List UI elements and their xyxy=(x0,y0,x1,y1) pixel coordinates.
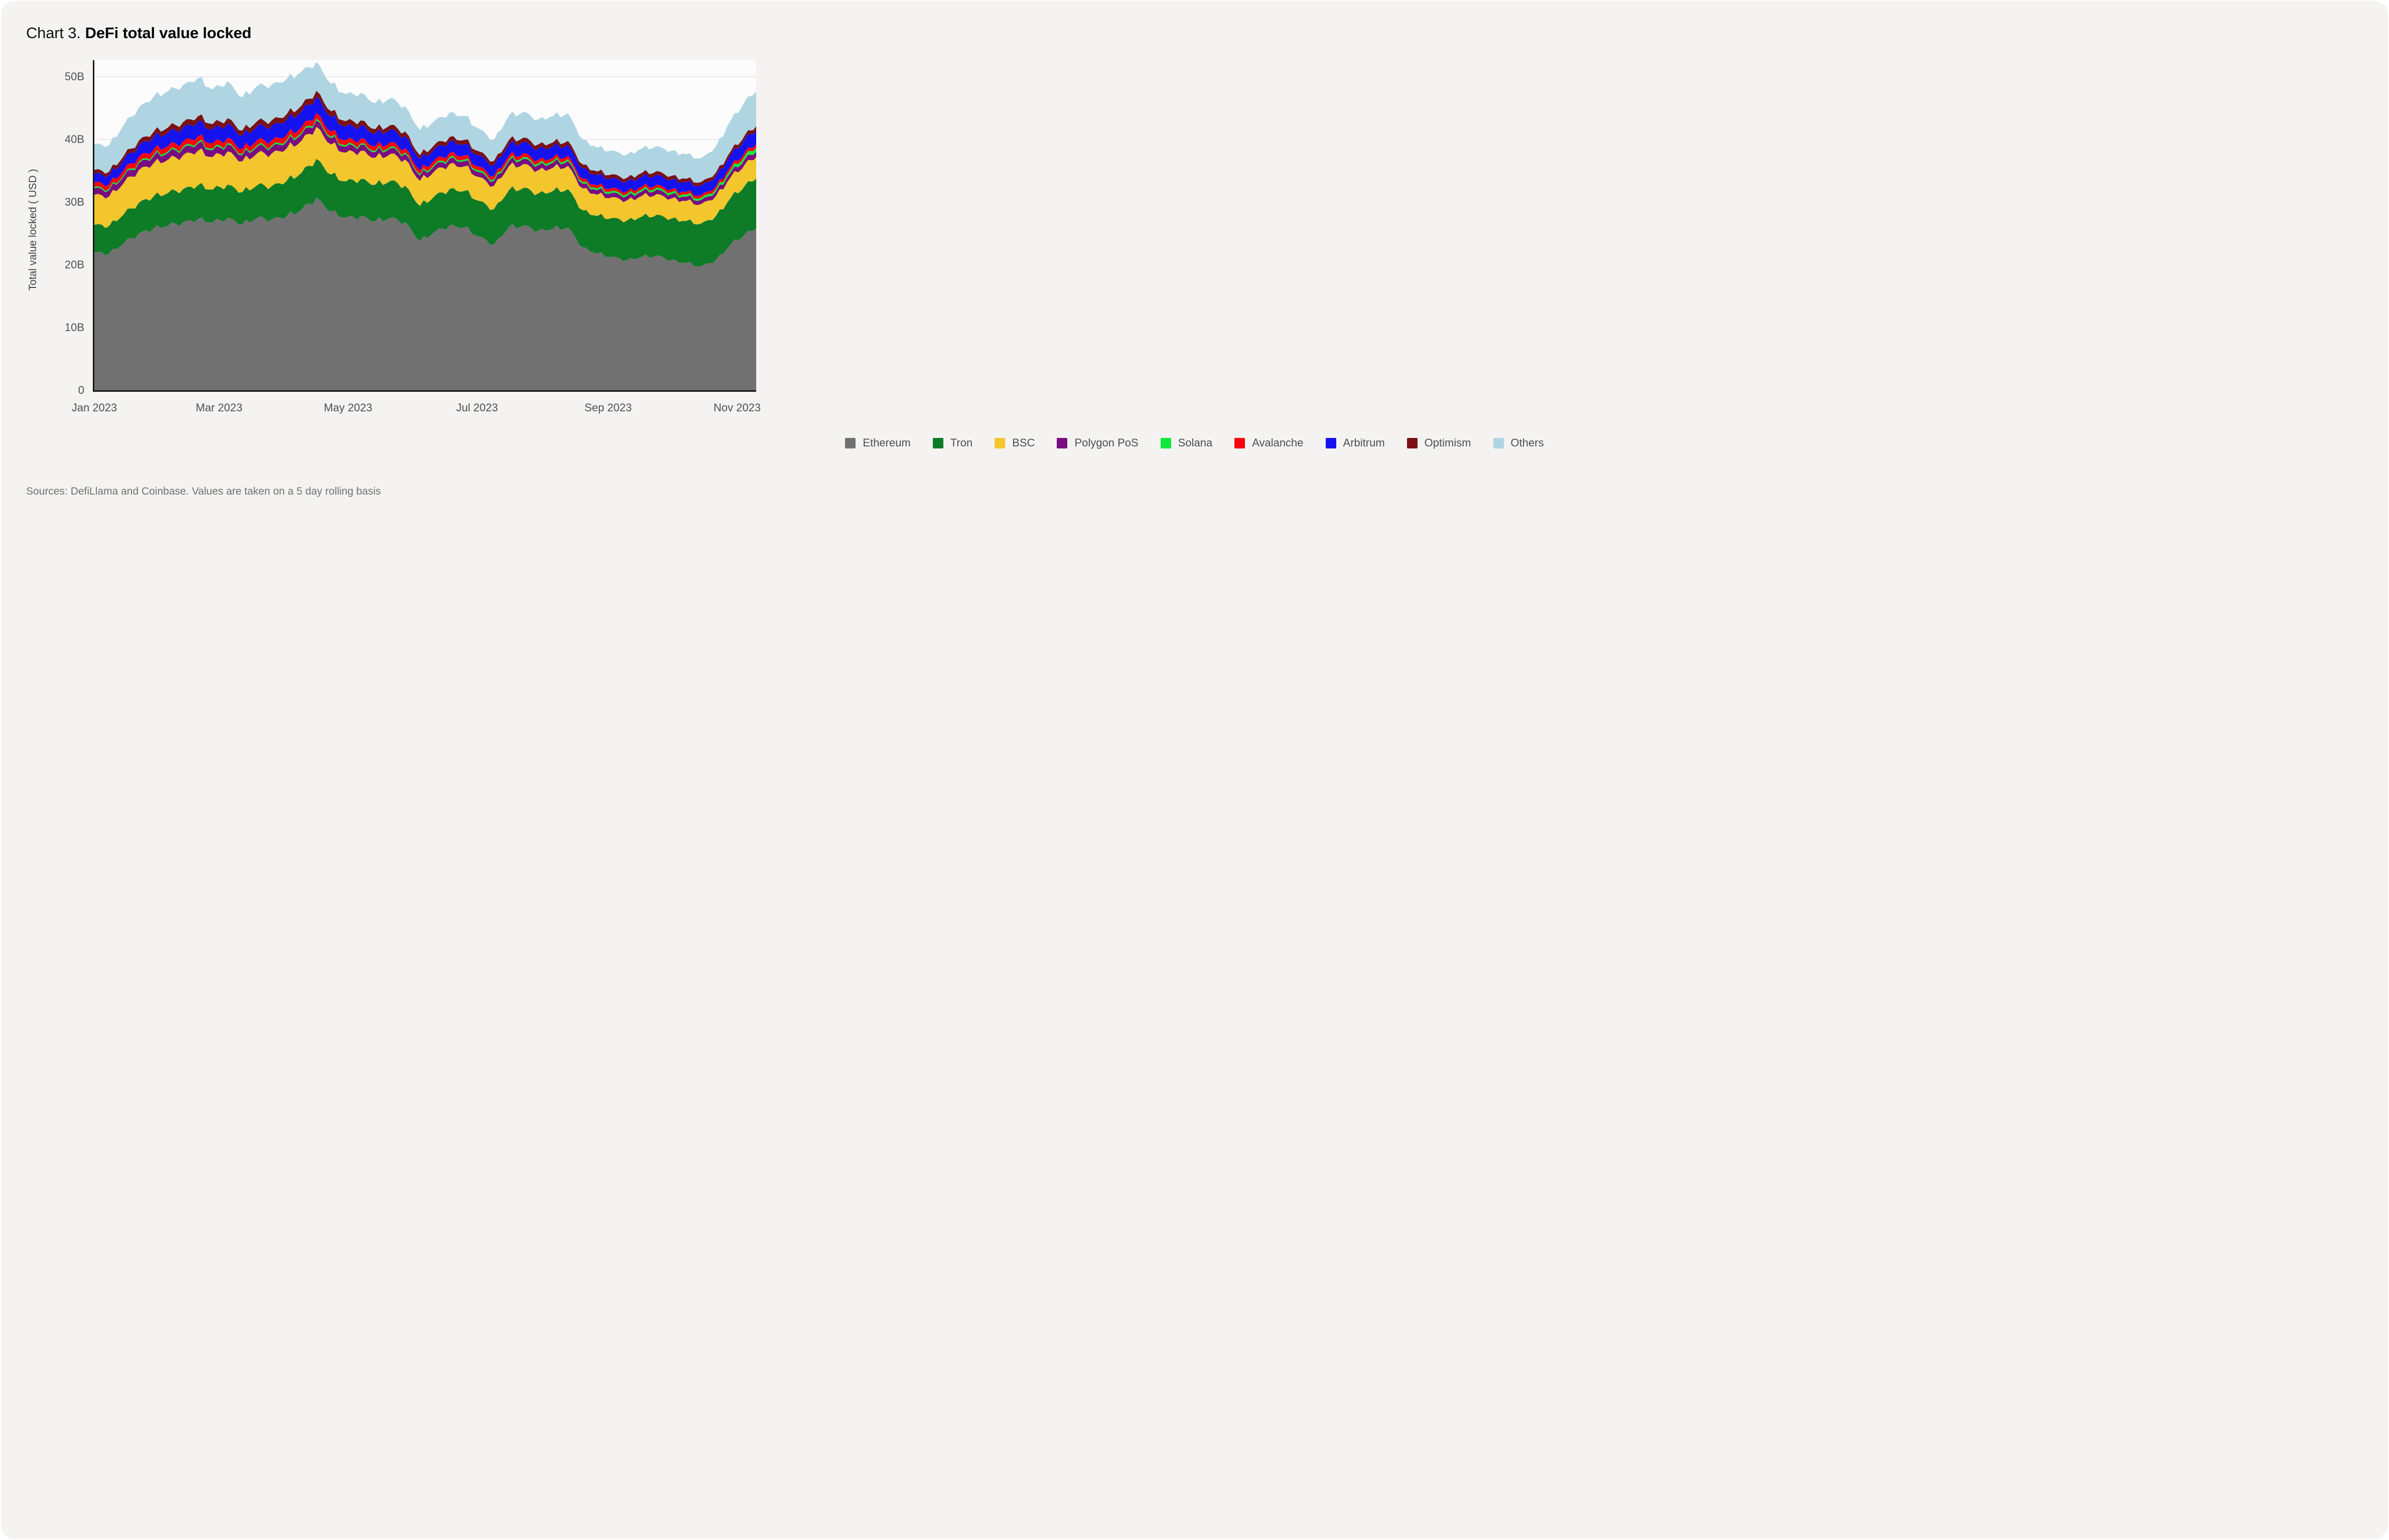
legend-swatch-tron xyxy=(932,437,943,448)
legend-item-polygon-pos: Polygon PoS xyxy=(1057,436,1139,449)
chart-legend: Ethereum Tron BSC Polygon PoS Solana Avalanch… xyxy=(1,436,2388,449)
tvl-stacked-area-chart xyxy=(93,60,756,392)
legend-label-tron: Tron xyxy=(950,436,973,449)
y-tick-label-10B: 10B xyxy=(64,321,84,334)
legend-item-solana: Solana xyxy=(1160,436,1213,449)
chart-title: Chart 3. DeFi total value locked xyxy=(26,24,251,42)
y-tick-label-0: 0 xyxy=(78,384,84,396)
legend-label-solana: Solana xyxy=(1178,436,1213,449)
legend-swatch-bsc xyxy=(995,437,1006,448)
x-tick-label-jan-2023: Jan 2023 xyxy=(71,401,117,414)
area-band-others xyxy=(94,62,756,183)
legend-label-bsc: BSC xyxy=(1012,436,1035,449)
legend-item-optimism: Optimism xyxy=(1407,436,1471,449)
x-tick-label-may-2023: May 2023 xyxy=(324,401,372,414)
area-band-tron xyxy=(94,159,756,267)
legend-label-others: Others xyxy=(1510,436,1544,449)
legend-label-optimism: Optimism xyxy=(1424,436,1471,449)
chart-title-main: DeFi total value locked xyxy=(85,24,252,42)
x-tick-label-jul-2023: Jul 2023 xyxy=(456,401,498,414)
chart-title-prefix: Chart 3. xyxy=(26,24,81,42)
legend-item-arbitrum: Arbitrum xyxy=(1325,436,1385,449)
area-band-ethereum xyxy=(94,198,756,390)
legend-item-avalanche: Avalanche xyxy=(1234,436,1304,449)
y-axis-title: Total value locked ( USD ) xyxy=(27,169,39,291)
legend-swatch-avalanche xyxy=(1234,437,1245,448)
x-tick-label-nov-2023: Nov 2023 xyxy=(713,401,761,414)
source-note: Sources: DefiLlama and Coinbase. Values … xyxy=(26,486,381,497)
y-tick-label-30B: 30B xyxy=(64,196,84,208)
x-tick-label-sep-2023: Sep 2023 xyxy=(584,401,632,414)
legend-item-ethereum: Ethereum xyxy=(845,436,911,449)
legend-label-ethereum: Ethereum xyxy=(863,436,911,449)
legend-label-arbitrum: Arbitrum xyxy=(1343,436,1385,449)
x-tick-label-mar-2023: Mar 2023 xyxy=(196,401,243,414)
legend-item-tron: Tron xyxy=(932,436,973,449)
y-axis-line xyxy=(93,60,94,392)
legend-label-avalanche: Avalanche xyxy=(1252,436,1304,449)
legend-item-others: Others xyxy=(1493,436,1544,449)
y-tick-label-40B: 40B xyxy=(64,133,84,145)
y-tick-label-20B: 20B xyxy=(64,258,84,271)
legend-swatch-ethereum xyxy=(845,437,856,448)
legend-swatch-arbitrum xyxy=(1325,437,1336,448)
y-tick-label-50B: 50B xyxy=(64,70,84,83)
legend-swatch-others xyxy=(1493,437,1504,448)
area-band-arbitrum xyxy=(94,96,756,196)
area-band-polygon-pos xyxy=(94,120,756,205)
legend-label-polygon-pos: Polygon PoS xyxy=(1074,436,1139,449)
area-band-bsc xyxy=(94,127,756,228)
x-axis-line xyxy=(93,390,756,392)
legend-swatch-solana xyxy=(1160,437,1171,448)
legend-swatch-polygon-pos xyxy=(1057,437,1068,448)
legend-swatch-optimism xyxy=(1407,437,1418,448)
legend-item-bsc: BSC xyxy=(995,436,1035,449)
